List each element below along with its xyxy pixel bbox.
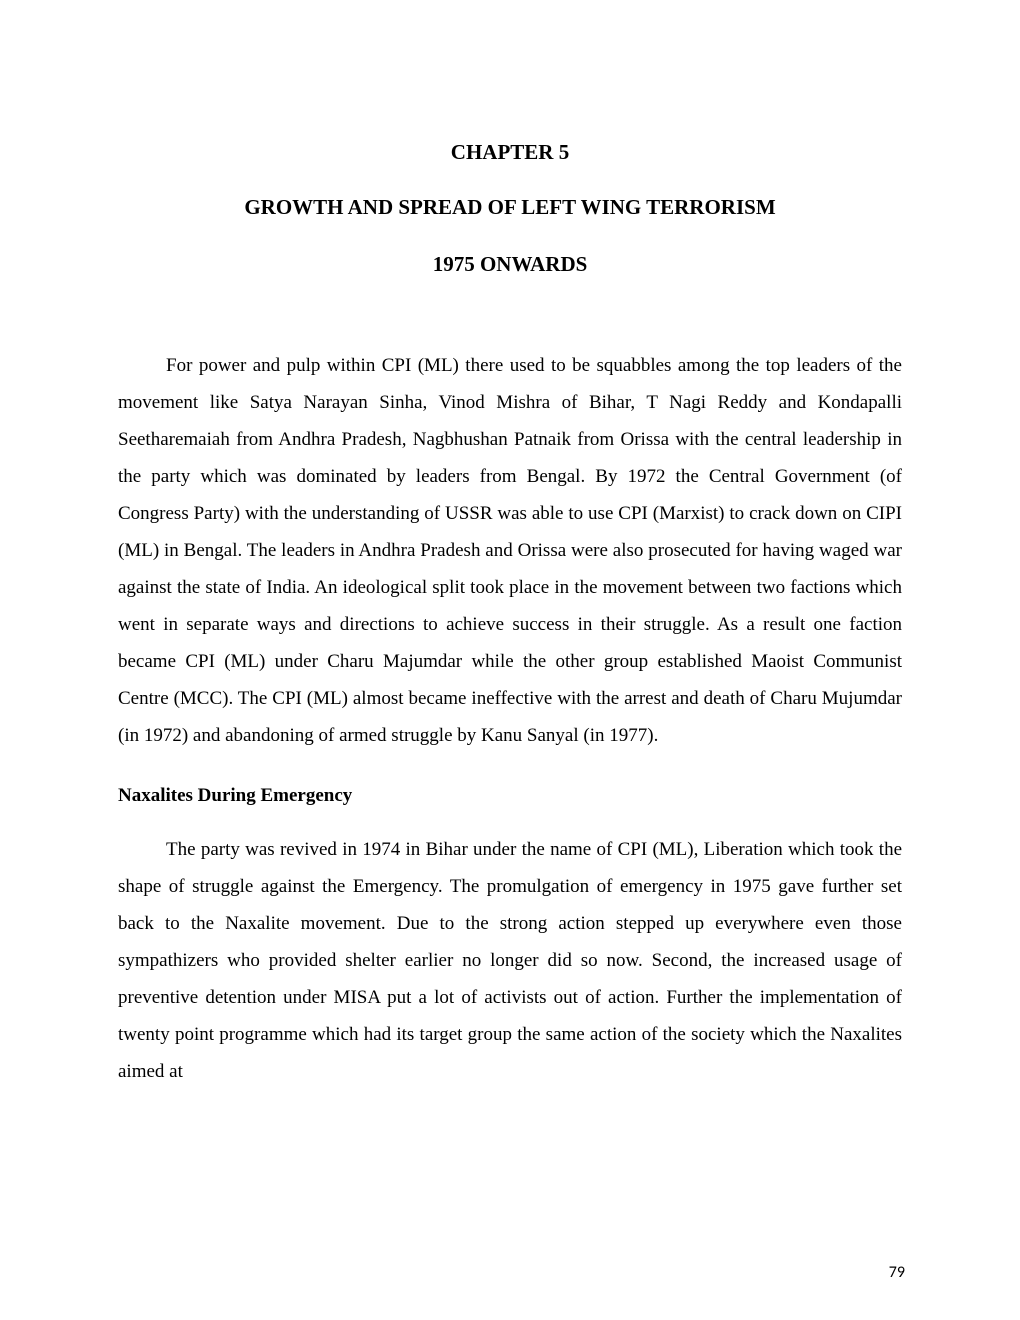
section-heading: Naxalites During Emergency xyxy=(118,785,902,807)
body-paragraph-1: For power and pulp within CPI (ML) there… xyxy=(118,347,902,755)
chapter-title-line-1: GROWTH AND SPREAD OF LEFT WING TERRORISM xyxy=(118,195,902,220)
page-number: 79 xyxy=(889,1263,905,1282)
chapter-title-line-2: 1975 ONWARDS xyxy=(118,252,902,277)
body-paragraph-2: The party was revived in 1974 in Bihar u… xyxy=(118,831,902,1090)
chapter-label: CHAPTER 5 xyxy=(118,140,902,165)
